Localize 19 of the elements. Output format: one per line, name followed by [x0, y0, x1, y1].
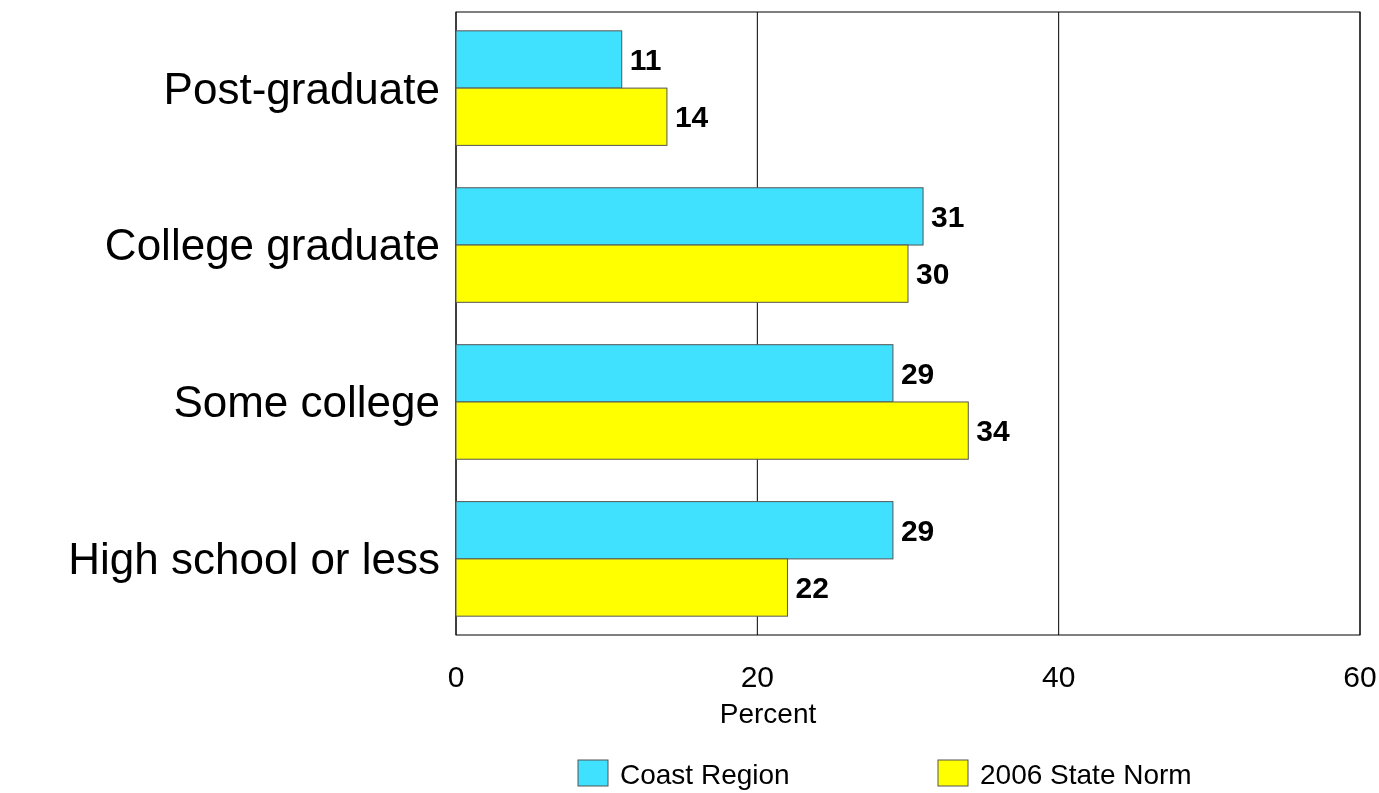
data-label: 11	[629, 42, 662, 76]
data-label: 30	[916, 257, 950, 291]
y-tick-label: High school or less	[68, 534, 440, 584]
legend-label: 2006 State Norm	[980, 758, 1192, 790]
data-label: 31	[931, 199, 965, 233]
data-label: 29	[900, 513, 935, 547]
x-axis-title: Percent	[719, 698, 817, 729]
legend-label: Coast Region	[620, 758, 790, 790]
x-tick-label: 40	[1041, 660, 1076, 693]
y-tick-label: Post-graduate	[163, 63, 440, 113]
x-tick-label: 0	[447, 660, 465, 693]
data-label: 29	[900, 356, 935, 390]
y-tick-label: College graduate	[104, 220, 440, 270]
data-label: 22	[795, 571, 829, 605]
data-label: 14	[674, 100, 709, 134]
x-tick-label: 20	[740, 660, 775, 693]
y-tick-label: Some college	[173, 377, 440, 427]
data-label: 34	[976, 414, 1010, 448]
x-tick-label: 60	[1343, 660, 1377, 693]
